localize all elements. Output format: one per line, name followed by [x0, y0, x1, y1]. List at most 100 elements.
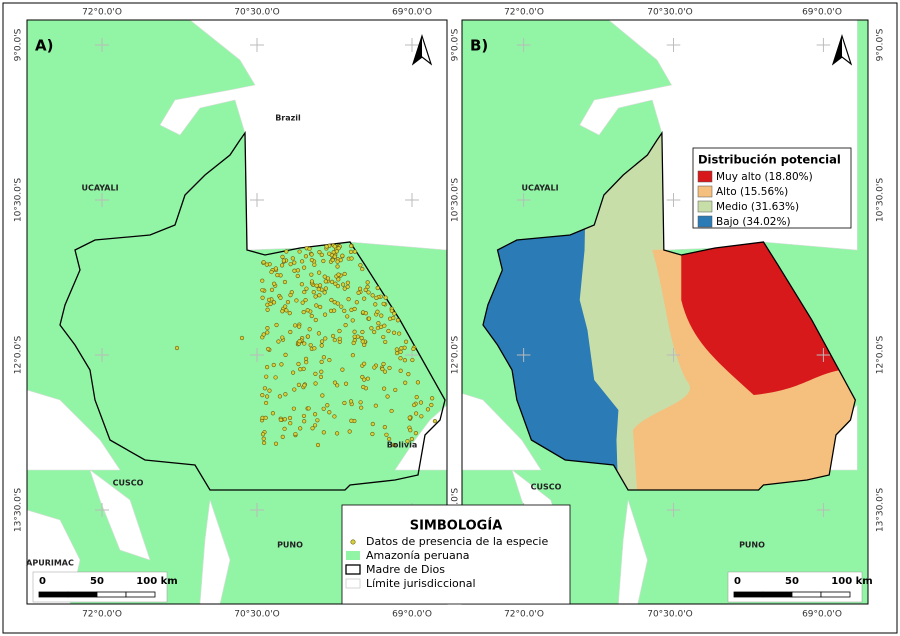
presence-point: [362, 361, 367, 366]
north-arrow-half: [413, 36, 422, 64]
presence-point: [319, 369, 324, 374]
presence-point: [265, 330, 270, 335]
graticule-cross: [516, 348, 531, 362]
presence-point: [414, 395, 419, 400]
longitude-label: 72°0.0'O: [504, 610, 544, 620]
symbology-symbol: [345, 564, 361, 575]
presence-point: [352, 249, 357, 254]
place-label: Bolivia: [387, 441, 417, 450]
presence-point: [363, 311, 368, 316]
presence-point: [260, 295, 265, 300]
presence-point: [382, 369, 388, 374]
legend-box: [692, 147, 852, 229]
longitude-label: 72°0.0'O: [82, 8, 122, 18]
presence-point: [279, 362, 284, 367]
presence-point: [330, 333, 336, 339]
presence-point: [349, 418, 354, 423]
presence-point: [316, 331, 322, 336]
legend-swatch: [697, 170, 713, 183]
presence-point: [419, 414, 424, 419]
graticule-cross: [516, 38, 531, 52]
presence-point: [280, 254, 285, 260]
presence-point: [360, 339, 365, 344]
presence-point: [299, 282, 304, 287]
presence-point: [317, 250, 322, 255]
presence-point: [302, 265, 307, 270]
legend-swatch: [697, 185, 713, 198]
presence-point: [322, 274, 327, 279]
scale-bar-label: 0: [734, 576, 741, 587]
place-label: CUSCO: [113, 479, 144, 488]
presence-point: [269, 287, 275, 292]
presence-point: [387, 365, 392, 371]
symbology-label: Datos de presencia de la especie: [366, 535, 548, 548]
longitude-label: 70°30.0'O: [647, 610, 693, 620]
presence-point: [332, 337, 337, 343]
presence-point: [414, 411, 419, 416]
presence-point: [323, 336, 328, 341]
presence-point: [330, 257, 335, 263]
presence-point: [260, 432, 266, 437]
presence-point: [387, 436, 392, 442]
presence-point: [319, 339, 325, 344]
presence-point: [260, 392, 265, 398]
presence-point: [342, 271, 347, 277]
map-panel: [462, 20, 868, 604]
presence-point: [309, 252, 314, 257]
presence-point: [313, 294, 318, 299]
presence-point: [352, 334, 357, 339]
longitude-label: 70°30.0'O: [647, 8, 693, 18]
symbology-symbol: [345, 578, 361, 589]
presence-point: [301, 413, 307, 419]
presence-point: [373, 403, 378, 408]
presence-point: [291, 406, 296, 411]
longitude-label: 70°30.0'O: [234, 8, 280, 18]
presence-point: [321, 258, 326, 264]
latitude-label: 12°0.0'S: [451, 335, 461, 374]
presence-point: [349, 256, 354, 261]
presence-point: [283, 304, 288, 309]
legend-label: Alto (15.56%): [716, 186, 788, 198]
presence-point: [317, 283, 323, 288]
presence-point: [305, 334, 311, 339]
place-label: APURIMAC: [26, 559, 74, 568]
presence-point: [398, 368, 403, 373]
presence-point: [274, 322, 279, 328]
presence-point: [393, 387, 398, 393]
presence-point: [290, 370, 296, 375]
presence-point: [362, 296, 367, 301]
presence-point: [385, 394, 390, 399]
presence-point: [288, 329, 293, 335]
presence-point: [297, 339, 302, 344]
presence-point: [321, 406, 326, 411]
presence-point: [348, 243, 354, 249]
presence-point: [313, 371, 318, 377]
longitude-label: 70°30.0'O: [234, 610, 280, 620]
presence-point: [358, 400, 363, 405]
presence-point: [307, 327, 312, 332]
presence-point: [309, 257, 314, 263]
scale-bar-segment: [67, 591, 98, 598]
presence-point: [335, 301, 340, 306]
presence-point: [312, 412, 318, 417]
presence-point: [295, 268, 301, 273]
presence-point: [325, 276, 331, 281]
presence-point: [264, 262, 269, 267]
presence-point: [319, 252, 324, 257]
place-label: CUSCO: [531, 483, 562, 492]
presence-point: [327, 410, 332, 415]
presence-point: [309, 272, 314, 277]
presence-point: [284, 249, 289, 254]
presence-point: [407, 415, 412, 420]
legend-label: Medio (31.63%): [716, 201, 799, 213]
longitude-label: 69°0.0'O: [392, 8, 432, 18]
presence-point: [308, 343, 313, 348]
presence-point: [283, 352, 288, 358]
presence-point: [261, 332, 266, 337]
presence-point: [327, 251, 332, 256]
presence-point: [410, 357, 415, 363]
presence-point: [425, 407, 431, 412]
latitude-label: 10°30.0'S: [876, 178, 886, 222]
presence-point: [298, 367, 303, 372]
